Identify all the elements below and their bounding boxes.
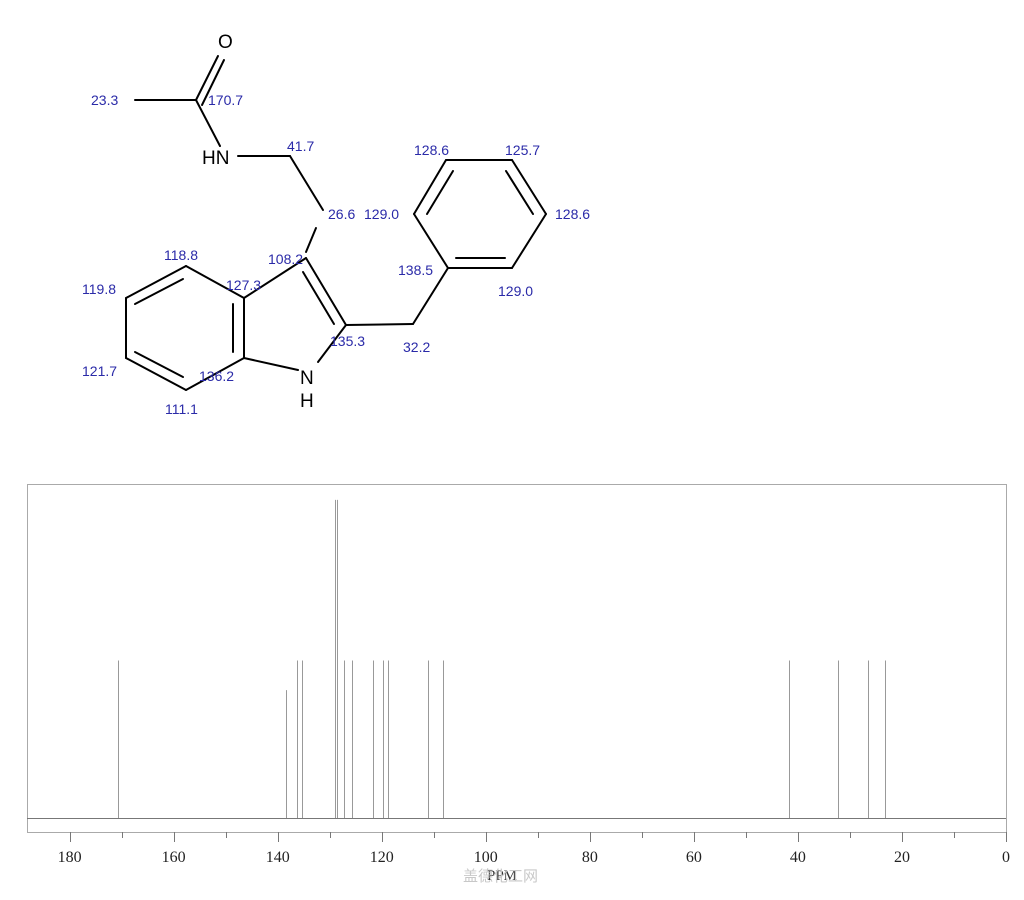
shift-label-carbonyl: 170.7 <box>208 92 243 108</box>
shift-label-ph-ortho-top: 129.0 <box>364 206 399 222</box>
bond-n-c7a <box>243 357 299 371</box>
shift-label-ch2-c3: 26.6 <box>328 206 355 222</box>
bond-ph-2 <box>413 159 447 215</box>
shift-label-ph-ipso: 138.5 <box>398 262 433 278</box>
bond-ch2-ipso <box>412 267 449 325</box>
bond-c3-c2-inner <box>302 271 335 325</box>
bond-ph-4-inner <box>505 170 534 215</box>
plot-frame <box>27 484 1007 833</box>
bond-co-double-a <box>195 55 219 101</box>
tick-label-40: 40 <box>790 849 806 866</box>
bond-co-double-b <box>201 59 225 106</box>
bond-c2-ch2 <box>345 323 414 326</box>
shift-label-c3: 108.2 <box>268 251 303 267</box>
tick-label-0: 0 <box>1002 849 1010 866</box>
shift-label-c6: 121.7 <box>82 363 117 379</box>
shift-label-ch3: 23.3 <box>91 92 118 108</box>
bond-c7-c7a <box>185 357 245 391</box>
shift-label-c5: 119.8 <box>82 281 116 297</box>
bond-c6-c7-inner <box>134 351 184 378</box>
atom-amide-nh: HN <box>202 148 229 169</box>
x-axis-title: PPM <box>487 868 517 884</box>
tick-label-80: 80 <box>582 849 598 866</box>
shift-label-benzyl-ch2: 32.2 <box>403 339 430 355</box>
tick-label-180: 180 <box>58 849 82 866</box>
bond-ph-5 <box>511 213 547 269</box>
shift-label-c4: 118.8 <box>164 247 198 263</box>
tick-label-120: 120 <box>370 849 394 866</box>
x-axis-tick-labels: 180 160 140 120 100 80 60 40 20 0 <box>58 849 1010 866</box>
peak-group <box>118 499 886 818</box>
bond-c6-c7 <box>125 357 187 391</box>
tick-label-160: 160 <box>162 849 186 866</box>
molecule-structure: O HN N H 23.3 170.7 41.7 26.6 129.0 128.… <box>82 32 590 417</box>
tick-label-100: 100 <box>474 849 498 866</box>
bond-c3a-c4 <box>185 265 245 299</box>
bond-c3-c3a <box>243 257 307 299</box>
x-axis-ticks <box>70 832 1007 842</box>
shift-label-ph-meta-right: 128.6 <box>555 206 590 222</box>
shift-label-c7a: 136.2 <box>199 368 234 384</box>
bond-ch2-ch2 <box>289 155 324 211</box>
bond-c4-c5 <box>125 265 187 299</box>
bond-c2-n <box>317 324 347 363</box>
bond-co-n <box>195 99 221 147</box>
shift-label-ph-ortho-bottom: 129.0 <box>498 283 533 299</box>
bond-ch2-c3 <box>305 227 317 253</box>
watermark: 盖德化工网 <box>463 867 538 885</box>
shift-label-c2: 135.3 <box>330 333 365 349</box>
atom-indole-n: N <box>300 368 314 389</box>
shift-label-ph-para: 125.7 <box>505 142 540 158</box>
tick-label-60: 60 <box>686 849 702 866</box>
bond-c4-c5-inner <box>134 278 184 305</box>
atom-indole-h: H <box>300 391 314 412</box>
spectrum-chart: 180 160 140 120 100 80 60 40 20 0 PPM 盖德化工网 <box>27 484 1010 885</box>
bond-ph-1 <box>413 213 449 269</box>
bond-ph-4 <box>511 159 547 215</box>
shift-label-ph-meta-top: 128.6 <box>414 142 449 158</box>
shift-label-ch2-n: 41.7 <box>287 138 314 154</box>
shift-label-c3a: 127.3 <box>226 277 261 293</box>
tick-label-140: 140 <box>266 849 290 866</box>
atom-oxygen: O <box>218 32 233 53</box>
bond-ph-2-inner <box>426 170 454 215</box>
bond-c3-c2 <box>305 257 347 326</box>
tick-label-20: 20 <box>894 849 910 866</box>
shift-label-c7: 111.1 <box>165 401 198 417</box>
